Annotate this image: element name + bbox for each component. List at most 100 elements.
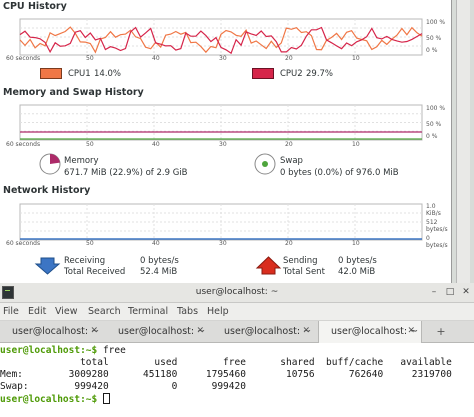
mem-ytick-100: 100 % <box>426 105 446 112</box>
cpu1-history-line <box>19 26 423 54</box>
command-text: free <box>97 345 126 356</box>
terminal-line: user@localhost:~$ free <box>0 345 126 357</box>
net-xtick-10: 10 <box>352 240 360 247</box>
tab-close-icon[interactable]: ✕ <box>302 326 310 336</box>
tab-close-icon[interactable]: ✕ <box>90 326 98 336</box>
memory-pie-slice <box>50 154 60 164</box>
tab-1[interactable]: user@localhost: ~ ✕ <box>0 321 104 343</box>
background-window-edge <box>456 0 470 283</box>
cpu2-history-line <box>19 26 423 55</box>
net-xtick-30: 30 <box>219 240 227 247</box>
output-text: Mem: 3009280 451180 1795460 10756 762640… <box>0 369 452 380</box>
mem-xtick-50: 50 <box>86 141 94 148</box>
terminal-line: total used free shared buff/cache availa… <box>0 357 452 369</box>
net-xtick-20: 20 <box>285 240 293 247</box>
cpu-xtick-60: 60 seconds <box>6 55 41 62</box>
cpu-xtick-50: 50 <box>86 55 94 62</box>
upload-arrow-icon <box>255 256 282 275</box>
terminal-window: user@localhost: ~ – □ ✕ File Edit View S… <box>0 283 474 417</box>
new-tab-icon[interactable]: + <box>436 325 446 338</box>
close-icon[interactable]: ✕ <box>462 287 470 297</box>
terminal-line: user@localhost:~$ <box>0 393 110 405</box>
output-text: Swap: 999420 0 999420 <box>0 381 246 392</box>
tab-close-icon[interactable]: ✕ <box>196 326 204 336</box>
terminal-tabbar: user@localhost: ~ ✕ user@localhost: ~ ✕ us… <box>0 321 474 343</box>
menu-help[interactable]: Help <box>207 306 229 317</box>
menu-file[interactable]: File <box>3 306 19 317</box>
minimize-icon[interactable]: – <box>431 287 437 297</box>
tab-2[interactable]: user@localhost: ~ ✕ <box>106 321 210 343</box>
tab-3[interactable]: user@localhost: ~ ✕ <box>212 321 316 343</box>
system-monitor-graphs <box>19 18 423 275</box>
text-cursor <box>102 393 110 404</box>
cpu2-color-swatch[interactable] <box>252 68 274 79</box>
total-sent-value: 42.0 MiB <box>338 267 376 277</box>
network-section-title: Network History <box>3 185 91 196</box>
swap-pie-center <box>262 161 268 167</box>
memory-section-title: Memory and Swap History <box>3 87 144 98</box>
net-ytick-max: 1.0 KiB/s <box>426 203 441 217</box>
tab-label: user@localhost: ~ <box>118 326 206 337</box>
cpu-ytick-50: 50 % <box>426 35 442 42</box>
cpu1-value: 14.0% <box>94 69 122 79</box>
mem-xtick-20: 20 <box>285 141 293 148</box>
mem-xtick-30: 30 <box>219 141 227 148</box>
cpu-xtick-40: 40 <box>152 55 160 62</box>
menu-tabs[interactable]: Tabs <box>177 306 199 317</box>
terminal-line: Swap: 999420 0 999420 <box>0 381 246 393</box>
terminal-title: user@localhost: ~ <box>195 287 279 297</box>
memory-value: 671.7 MiB (22.9%) of 2.9 GiB <box>64 168 188 178</box>
download-arrow-icon <box>34 257 61 275</box>
total-received-value: 52.4 MiB <box>140 267 178 277</box>
menu-view[interactable]: View <box>55 306 78 317</box>
total-received-label: Total Received <box>64 267 126 277</box>
output-text: total used free shared buff/cache availa… <box>0 357 452 368</box>
terminal-titlebar[interactable]: user@localhost: ~ – □ ✕ <box>0 283 474 303</box>
mem-xtick-40: 40 <box>152 141 160 148</box>
mem-ytick-50: 50 % <box>426 121 442 128</box>
tab-close-icon[interactable]: ✕ <box>407 326 415 336</box>
terminal-menubar: File Edit View Search Terminal Tabs Help <box>0 303 474 321</box>
total-sent-label: Total Sent <box>283 267 325 277</box>
tab-label: user@localhost: ~ <box>12 326 100 337</box>
swap-label: Swap <box>280 156 303 166</box>
terminal-output[interactable]: user@localhost:~$ free total used free s… <box>0 343 474 417</box>
sending-value: 0 bytes/s <box>338 256 377 266</box>
menu-terminal[interactable]: Terminal <box>128 306 169 317</box>
maximize-icon[interactable]: □ <box>445 287 455 297</box>
cpu-ytick-0: 0 % <box>426 47 438 54</box>
shell-prompt: user@localhost:~$ <box>0 394 98 405</box>
cpu1-color-swatch[interactable] <box>40 68 62 79</box>
cpu-xtick-30: 30 <box>219 55 227 62</box>
tab-label: user@localhost: ~ <box>331 326 419 337</box>
net-xtick-50: 50 <box>86 240 94 247</box>
cpu1-label: CPU1 <box>68 69 91 79</box>
cpu2-label: CPU2 <box>280 69 303 79</box>
mem-xtick-60: 60 seconds <box>6 141 41 148</box>
memory-label: Memory <box>64 156 99 166</box>
menu-edit[interactable]: Edit <box>28 306 47 317</box>
system-monitor-window: CPU History 100 % 50 % 0 % 60 seconds 50… <box>3 0 452 283</box>
terminal-icon <box>2 286 14 299</box>
tab-4-active[interactable]: user@localhost: ~ ✕ <box>318 321 422 343</box>
window-gap <box>452 0 474 283</box>
net-xtick-40: 40 <box>152 240 160 247</box>
cpu2-value: 29.7% <box>306 69 334 79</box>
shell-prompt: user@localhost:~$ <box>0 345 98 356</box>
cpu-ytick-100: 100 % <box>426 19 446 26</box>
tab-label: user@localhost: ~ <box>224 326 312 337</box>
sending-label: Sending <box>283 256 318 266</box>
cpu-xtick-10: 10 <box>352 55 360 62</box>
swap-value: 0 bytes (0.0%) of 976.0 MiB <box>280 168 399 178</box>
menu-search[interactable]: Search <box>88 306 121 317</box>
mem-xtick-10: 10 <box>352 141 360 148</box>
receiving-value: 0 bytes/s <box>140 256 179 266</box>
net-xtick-60: 60 seconds <box>6 240 41 247</box>
cpu-section-title: CPU History <box>3 1 67 12</box>
cpu-xtick-20: 20 <box>285 55 293 62</box>
terminal-line: Mem: 3009280 451180 1795460 10756 762640… <box>0 369 452 381</box>
mem-ytick-0: 0 % <box>426 133 438 140</box>
receiving-label: Receiving <box>64 256 106 266</box>
net-ytick-0: 0 bytes/s <box>426 235 448 249</box>
net-ytick-mid: 512 bytes/s <box>426 219 448 233</box>
